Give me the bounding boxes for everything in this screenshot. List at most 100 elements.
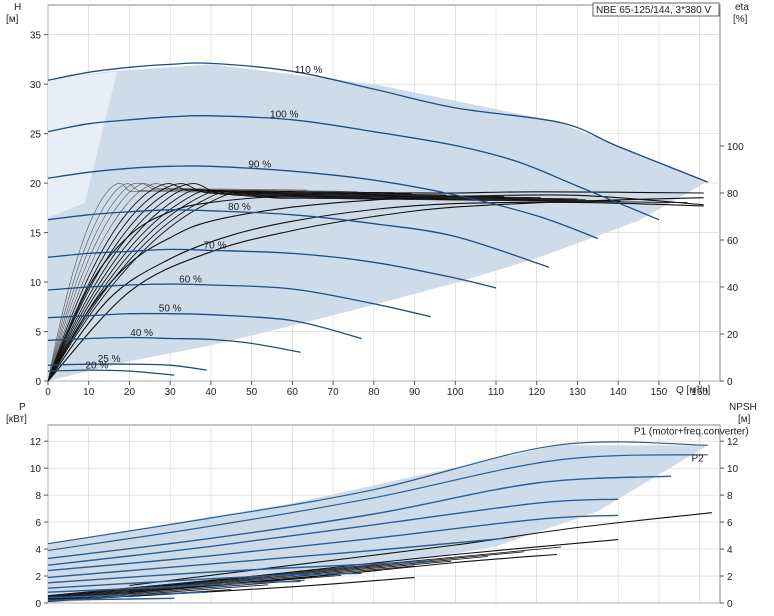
eta-axis-unit: [%] (733, 14, 748, 25)
efficiency-trace (47, 191, 688, 382)
head-operating-envelope (48, 64, 708, 382)
flow-tick-label: 40 (205, 387, 217, 398)
speed-labels: 110 % 100 % 90 % 80 % 70 % 60 % 50 % 40 % 25 %20… (85, 65, 322, 371)
head-tick-label: 35 (30, 31, 42, 42)
npsh-tick-label: 0 (727, 599, 733, 610)
eta-tick-label: 20 (727, 330, 739, 341)
power-curve (47, 475, 672, 560)
power-chart-panel: P1 (motor+freq.converter) P2 0 2 4 6 8 10 12 0 2 4… (6, 402, 757, 610)
efficiency-trace (47, 188, 505, 382)
npsh-tick-label: 4 (727, 545, 733, 556)
power-curve (47, 498, 619, 566)
power-tick-label: 8 (35, 491, 41, 502)
power-curve (47, 441, 708, 545)
head-envelope (48, 64, 708, 382)
power-tick-label: 0 (35, 599, 41, 610)
power-curve (47, 580, 301, 593)
power-curve (47, 514, 619, 572)
efficiency-trace (47, 183, 447, 382)
head-curve (47, 369, 175, 376)
efficiency-curves (47, 182, 704, 382)
npsh-trace (47, 565, 415, 599)
flow-tick-label: 130 (569, 387, 586, 398)
flow-axis-title: Q [м³/ч] (676, 385, 711, 396)
speed-label: 25 % (98, 354, 121, 365)
npsh-trace (47, 546, 562, 596)
npsh-trace (47, 556, 488, 598)
npsh-trace (47, 584, 268, 602)
power-tick-label: 4 (35, 545, 41, 556)
head-curve (47, 115, 660, 221)
power-curves (47, 441, 708, 601)
flow-tick-label: 70 (328, 387, 340, 398)
head-curve (47, 336, 301, 353)
flow-tick-label: 110 (488, 387, 504, 398)
pump-title: NBE 65-125/144, 3*380 V (596, 5, 711, 16)
npsh-tick-label: 2 (727, 572, 733, 583)
power-axis-unit: [кВт] (6, 414, 27, 425)
speed-label: 20 % (85, 360, 108, 371)
flow-tick-label: 50 (246, 387, 258, 398)
head-curve (47, 165, 599, 240)
efficiency-trace (47, 183, 308, 382)
p2-annotation: P2 (691, 453, 704, 464)
flow-tick-label: 20 (124, 387, 136, 398)
flow-tick-label: 160 (691, 387, 708, 398)
efficiency-trace (47, 189, 578, 382)
head-tick-label: 15 (30, 229, 42, 240)
flow-tick-label: 60 (287, 387, 299, 398)
flow-tick-label: 100 (447, 387, 464, 398)
npsh-tick-label: 12 (727, 437, 739, 448)
head-axis-unit: [м] (6, 14, 19, 25)
power-curve (47, 572, 362, 589)
power-tick-label: 12 (30, 437, 42, 448)
efficiency-trace (47, 190, 621, 382)
head-chart-panel: 110 %100 %90 %80 %70 %60 %50 %40 %25 %20… (6, 2, 749, 398)
efficiency-curve (47, 201, 704, 382)
efficiency-trace (47, 189, 586, 382)
speed-label: 100 % (270, 109, 298, 120)
power-tick-label: 6 (35, 518, 41, 529)
head-curve (47, 283, 431, 318)
flow-tick-label: 150 (651, 387, 668, 398)
power-annotations: P1 (motor+freq.converter) P2 (634, 426, 749, 464)
flow-tick-label: 80 (368, 387, 380, 398)
npsh-curves (47, 512, 712, 603)
eta-tick-label: 0 (727, 377, 733, 388)
eta-tick-label: 40 (727, 283, 739, 294)
head-tick-label: 0 (35, 377, 41, 388)
flow-tick-label: 10 (83, 387, 95, 398)
pump-title-box (592, 2, 720, 17)
npsh-trace (47, 579, 305, 601)
speed-label: 80 % (228, 202, 251, 213)
power-axis-ticks: 0 2 4 6 8 10 12 0 2 4 6 8 10 12 (30, 437, 739, 610)
head-axis-ticks: 0 10 20 30 40 50 60 70 80 90 100 110 120 130 140 150 160… (30, 31, 744, 398)
flow-tick-label: 0 (45, 387, 51, 398)
head-curves (47, 62, 709, 376)
flow-tick-label: 90 (409, 387, 421, 398)
head-curve (47, 62, 709, 183)
head-curve (47, 209, 550, 268)
flow-tick-label: 30 (165, 387, 177, 398)
power-curve (47, 537, 505, 579)
head-axis-title: H (14, 2, 21, 13)
npsh-axis-title: NPSH (729, 402, 757, 413)
speed-label: 90 % (248, 159, 271, 170)
head-tick-label: 20 (30, 179, 42, 190)
head-envelope-light-region (48, 71, 118, 218)
npsh-tick-label: 6 (727, 518, 733, 529)
head-curve (47, 363, 207, 371)
efficiency-trace (47, 188, 541, 382)
efficiency-trace (47, 183, 211, 382)
speed-label: 110 % (295, 65, 323, 76)
eta-tick-label: 80 (727, 189, 739, 200)
head-tick-label: 25 (30, 130, 42, 141)
head-tick-label: 30 (30, 80, 42, 91)
power-tick-label: 2 (35, 572, 41, 583)
power-curve (47, 560, 431, 584)
head-curve (47, 248, 497, 289)
head-tick-label: 10 (30, 278, 42, 289)
head-curve (47, 312, 362, 340)
power-axis-title: P (19, 402, 26, 413)
